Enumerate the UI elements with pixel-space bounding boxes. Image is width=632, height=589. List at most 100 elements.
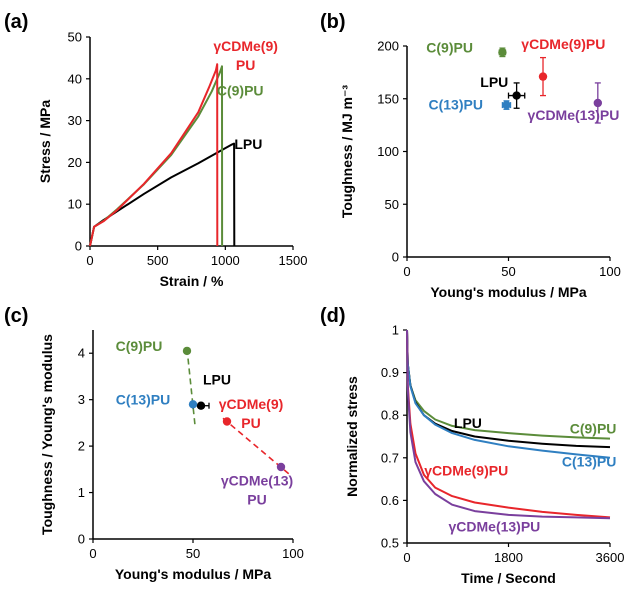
- y-tick-label: 10: [68, 197, 82, 212]
- series-label-C9PU: C(9)PU: [217, 83, 264, 99]
- y-tick-label: 50: [385, 197, 399, 212]
- series-label-line: C(9)PU: [570, 421, 617, 437]
- y-tick-label: 4: [78, 346, 85, 361]
- y-tick-label: 30: [68, 113, 82, 128]
- series-label-LPU: LPU: [480, 74, 508, 90]
- x-tick-label: 500: [147, 253, 169, 268]
- y-tick-label: 0.9: [381, 365, 399, 380]
- panel-b: (b) 0 50 100 0 50 100 150 200 Young's modulus / M…: [320, 11, 621, 300]
- panel-label: (a): [4, 11, 28, 33]
- series-label-line: C(9)PU: [116, 338, 163, 354]
- y-tick-label: 1: [392, 323, 399, 338]
- y-axis-title: Toughness / Young's modulus: [39, 334, 55, 535]
- x-tick-label: 50: [501, 264, 515, 279]
- series-label-gCDMe13PU: γCDMe(13)PU: [528, 107, 620, 123]
- series-label-line: γCDMe(9)PU: [521, 36, 605, 52]
- y-tick-label: 0: [75, 239, 82, 254]
- trend-line-C9PU: [186, 348, 196, 426]
- x-tick-label: 100: [282, 546, 304, 561]
- series-label-line: γCDMe(13)PU: [528, 107, 620, 123]
- series-line-gCDMe9PU: [89, 63, 219, 247]
- x-axis-title: Young's modulus / MPa: [430, 284, 587, 300]
- y-axis-title: Toughness / MJ m⁻³: [339, 85, 355, 218]
- panel-d: (d) 0 1800 3600 0.5 0.6 0.7 0.8 0.9 1 Time / Secon…: [320, 305, 624, 586]
- data-point-C13PU: [188, 400, 198, 409]
- series-label-LPU: LPU: [454, 415, 482, 431]
- series-label-line: C(9)PU: [217, 83, 264, 99]
- x-axis-title: Young's modulus / MPa: [115, 566, 272, 582]
- y-tick-label: 20: [68, 155, 82, 170]
- x-tick-label: 0: [403, 550, 410, 565]
- series-line-C9PU: [89, 65, 224, 247]
- x-tick-label: 3600: [596, 550, 625, 565]
- series-label-line: LPU: [203, 371, 231, 387]
- x-tick-label: 1800: [494, 550, 523, 565]
- series-label-gCDMe9PU: γCDMe(9) PU: [213, 38, 278, 73]
- series-label-C9PU: C(9)PU: [116, 338, 163, 354]
- data-point-gCDMe13PU: [276, 462, 286, 472]
- series-label-line: LPU: [454, 415, 482, 431]
- series-label-C9PU: C(9)PU: [426, 39, 473, 55]
- series-label-line: LPU: [480, 74, 508, 90]
- series-label-line: C(13)PU: [428, 96, 482, 112]
- y-tick-label: 200: [377, 39, 399, 54]
- data-point-gCDMe9PU: [222, 417, 232, 426]
- series-label-line: γCDMe(13): [221, 473, 293, 489]
- y-tick-label: 0.7: [381, 450, 399, 465]
- data-point-C9PU: [498, 48, 507, 57]
- series-label-line: γCDMe(13)PU: [448, 518, 540, 534]
- y-tick-label: 0.5: [381, 536, 399, 551]
- data-point-C13PU: [502, 100, 511, 110]
- y-tick-label: 0.8: [381, 408, 399, 423]
- y-tick-label: 0: [78, 532, 85, 547]
- data-point-gCDMe13PU: [593, 98, 603, 108]
- series-label-gCDMe9PU: γCDMe(9)PU: [521, 36, 605, 52]
- series-label-line: PU: [247, 492, 266, 508]
- data-point-gCDMe9PU: [538, 72, 548, 81]
- y-tick-label: 0.6: [381, 493, 399, 508]
- series-label-gCDMe9PU: γCDMe(9) PU: [219, 396, 284, 431]
- series-label-C13PU: C(13)PU: [116, 391, 170, 407]
- series-label-line: γCDMe(9): [213, 38, 278, 54]
- series-label-line: PU: [241, 415, 260, 431]
- series-label-line: C(13)PU: [562, 453, 616, 469]
- panel-label: (d): [320, 305, 346, 327]
- series-label-LPU: LPU: [203, 371, 231, 387]
- series-label-line: γCDMe(9)PU: [424, 463, 508, 479]
- panel-a: (a) 0 500 1000 1500 0 10 20 30 40 50 Strain / % Stre…: [4, 11, 307, 289]
- series-line-LPU: [89, 142, 236, 247]
- x-axis-title: Strain / %: [160, 273, 224, 289]
- series-label-gCDMe13PU: γCDMe(13) PU: [221, 473, 293, 508]
- y-tick-label: 1: [78, 485, 85, 500]
- series-line-gCDMe13PU: [406, 329, 611, 520]
- panel-label: (b): [320, 11, 346, 33]
- y-axis-title: Normalized stress: [344, 376, 360, 497]
- series-label-line: C(13)PU: [116, 391, 170, 407]
- y-tick-label: 100: [377, 144, 399, 159]
- x-tick-label: 1500: [279, 253, 308, 268]
- y-tick-label: 40: [68, 71, 82, 86]
- series-label-C13PU: C(13)PU: [562, 453, 616, 469]
- y-tick-label: 150: [377, 91, 399, 106]
- series-label-line: PU: [236, 57, 255, 73]
- x-tick-label: 100: [599, 264, 621, 279]
- data-point-LPU: [196, 401, 206, 410]
- x-tick-label: 50: [186, 546, 200, 561]
- series-label-C13PU: C(13)PU: [428, 96, 482, 112]
- series-label-gCDMe13PU: γCDMe(13)PU: [448, 518, 540, 534]
- series-label-LPU: LPU: [234, 136, 262, 152]
- y-axis-title: Stress / MPa: [37, 100, 53, 183]
- x-tick-label: 0: [86, 253, 93, 268]
- x-tick-label: 0: [89, 546, 96, 561]
- x-tick-label: 0: [403, 264, 410, 279]
- y-tick-label: 2: [78, 439, 85, 454]
- data-point-LPU: [512, 91, 521, 100]
- x-axis-title: Time / Second: [461, 570, 556, 586]
- y-tick-label: 3: [78, 392, 85, 407]
- series-line-C13PU: [406, 329, 611, 459]
- x-tick-label: 1000: [211, 253, 240, 268]
- series-label-line: γCDMe(9): [219, 396, 284, 412]
- series-label-C9PU: C(9)PU: [570, 421, 617, 437]
- panel-label: (c): [4, 305, 28, 327]
